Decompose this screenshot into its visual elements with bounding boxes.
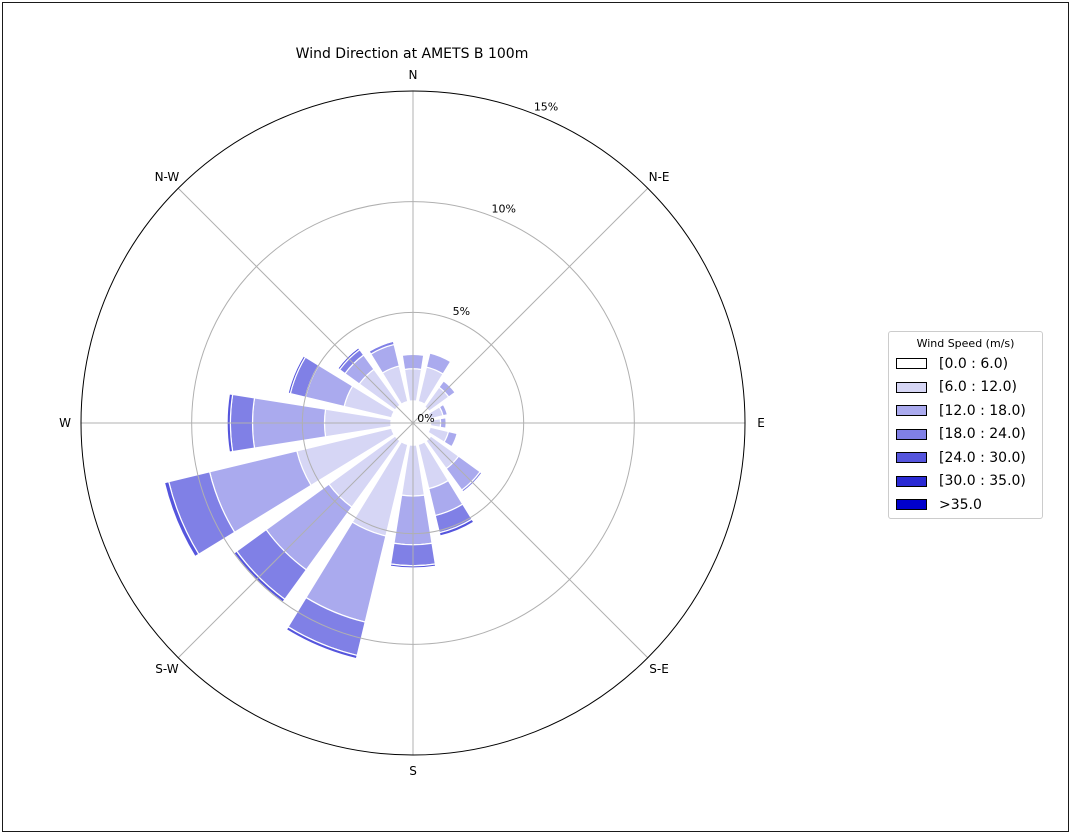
legend-label: [0.0 : 6.0) [939,355,1009,372]
legend-label: [12.0 : 18.0) [939,402,1026,419]
grid-ring [301,311,525,535]
legend-entry: [24.0 : 30.0) [889,446,1042,470]
legend-entry: >35.0 [889,493,1042,517]
windrose-bars [163,339,484,660]
legend-label: [6.0 : 12.0) [939,379,1017,396]
legend-entry: [30.0 : 35.0) [889,470,1042,494]
radial-tick-label: 0% [417,412,434,425]
direction-label-s: S [409,764,417,778]
grid-spoke [177,187,414,424]
direction-label-n-w: N-W [155,170,180,184]
windrose-bar-NNW-bin-4 [367,339,395,353]
chart-title: Wind Direction at AMETS B 100m [296,46,529,62]
legend-entries: [0.0 : 6.0) [6.0 : 12.0) [12.0 : 18.0) [18.… [889,352,1042,517]
grid-spoke [412,187,649,424]
radial-tick-labels: 0% 5% 10% 15% [417,100,558,425]
direction-label-s-e: S-E [649,662,669,676]
radial-tick-label: 15% [534,100,558,113]
legend-swatch [896,358,927,370]
legend-entry: [18.0 : 24.0) [889,423,1042,447]
windrose-bar-ESE-bin-2 [443,430,458,448]
direction-label-e: E [757,416,765,430]
legend-swatch [896,475,927,487]
legend-swatch [896,405,927,417]
windrose-bar-SSW-bin-4 [285,625,358,660]
direction-label-n-e: N-E [649,170,670,184]
legend-swatch [896,499,927,511]
windrose-chart: Wind Direction at AMETS B 100m N N-E E S-E S… [59,46,765,778]
windrose-bar-WSW-bin-4 [163,480,200,558]
legend-label: [24.0 : 30.0) [939,449,1026,466]
grid-ring [191,201,635,645]
direction-labels: N N-E E S-E S S-W W N-W [59,68,765,778]
grid-spoke [177,422,414,659]
legend-label: >35.0 [939,496,982,513]
windrose-bar-ENE-bin-2 [438,403,449,417]
polar-outer-ring [80,90,746,756]
direction-label-n: N [409,68,418,82]
legend-swatch [896,381,927,393]
windrose-bar-NNE-bin-2 [425,352,452,375]
legend-label: [18.0 : 24.0) [939,426,1026,443]
direction-label-w: W [59,416,71,430]
windrose-bar-S-E-bin-4 [462,472,484,494]
legend-swatch [896,452,927,464]
legend: Wind Speed (m/s) [0.0 : 6.0) [6.0 : 12.0)… [888,331,1043,519]
legend-title: Wind Speed (m/s) [916,337,1015,350]
polar-grid [80,90,746,756]
radial-tick-label: 10% [491,203,515,216]
legend-entry: [12.0 : 18.0) [889,399,1042,423]
legend-entry: [6.0 : 12.0) [889,376,1042,400]
grid-spoke [412,422,649,659]
windrose-bar-WNW-bin-4 [287,355,307,395]
legend-swatch [896,428,927,440]
legend-label: [30.0 : 35.0) [939,473,1026,490]
direction-label-s-w: S-W [155,662,178,676]
legend-entry: [0.0 : 6.0) [889,352,1042,376]
radial-tick-label: 5% [453,305,470,318]
windrose-bar-SSE-bin-4 [438,518,475,537]
